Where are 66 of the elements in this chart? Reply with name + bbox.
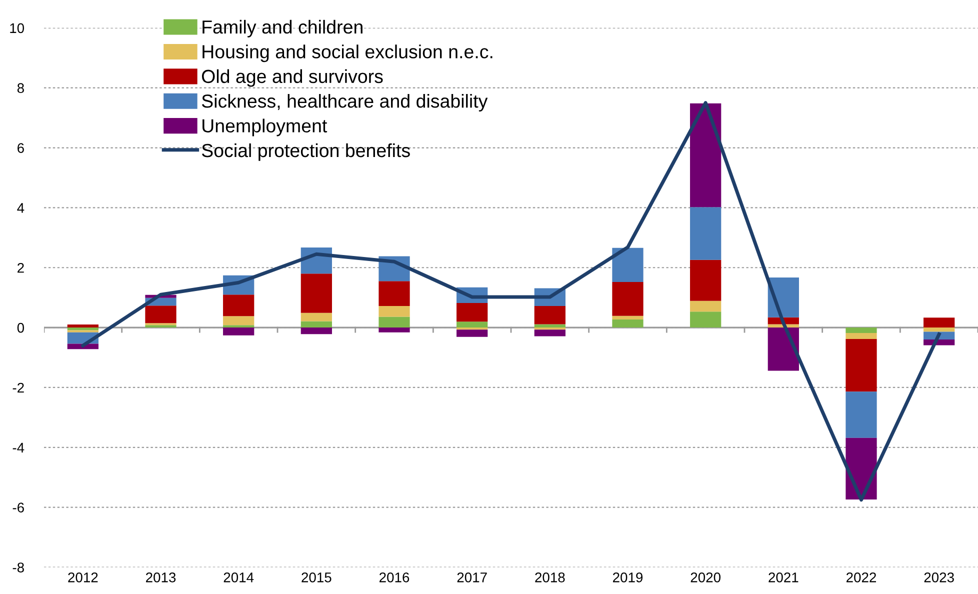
bar — [223, 325, 254, 328]
x-tick-label: 2022 — [846, 572, 876, 582]
x-tick-label: 2015 — [302, 572, 332, 582]
y-tick-label: 0 — [17, 322, 24, 333]
x-tick-label: 2012 — [68, 572, 98, 582]
y-tick-label: 2 — [18, 262, 24, 273]
y-tick-label: -2 — [12, 382, 24, 393]
bar — [690, 260, 722, 301]
bar — [145, 325, 176, 328]
bar — [768, 328, 799, 371]
x-tick-label: 2021 — [768, 572, 798, 582]
bar — [612, 316, 644, 320]
x-tick-label: 2019 — [613, 572, 643, 582]
bar — [924, 328, 955, 332]
x-tick-label: 2017 — [457, 572, 487, 582]
bar — [378, 281, 410, 306]
bar — [145, 306, 176, 324]
y-tick-label: 4 — [17, 203, 24, 213]
bar — [534, 324, 566, 328]
bar — [612, 282, 644, 316]
y-tick-label: 10 — [10, 23, 24, 34]
bar — [300, 274, 332, 313]
bar — [456, 322, 488, 328]
legend-label: Sickness, healthcare and disability — [202, 94, 488, 112]
legend-label: Unemployment — [202, 118, 328, 136]
bar — [300, 321, 332, 328]
y-tick-label: 6 — [18, 143, 24, 153]
bar — [223, 316, 254, 326]
y-tick-label: -4 — [12, 442, 24, 452]
bar — [846, 328, 877, 333]
x-tick-label: 2014 — [224, 572, 254, 582]
bar — [378, 316, 410, 328]
bar — [300, 312, 332, 322]
bar — [456, 330, 488, 337]
bar — [690, 207, 722, 260]
bar — [534, 306, 566, 324]
x-tick-label: 2016 — [380, 572, 410, 582]
bar — [378, 328, 410, 332]
bar — [67, 328, 98, 330]
bar — [612, 319, 644, 328]
bar — [534, 330, 566, 336]
legend-label: Old age and survivors — [202, 69, 383, 87]
x-tick-label: 2013 — [146, 572, 176, 582]
bar — [846, 332, 877, 339]
bar — [456, 302, 488, 322]
bar — [300, 328, 332, 334]
bar — [924, 318, 955, 328]
bar — [612, 248, 644, 282]
y-tick-label: -6 — [12, 502, 24, 513]
bar — [223, 294, 254, 316]
legend-label: Social protection benefits — [202, 143, 410, 161]
legend-label: Housing and social exclusion n.e.c. — [202, 44, 492, 62]
x-tick-label: 2023 — [924, 572, 954, 582]
bar — [223, 328, 254, 336]
bar — [846, 338, 877, 392]
x-tick-label: 2020 — [690, 572, 720, 582]
bar — [690, 103, 722, 208]
y-tick-label: 8 — [17, 83, 24, 94]
y-tick-label: -8 — [12, 562, 24, 572]
bar — [690, 312, 722, 328]
bar — [846, 392, 877, 438]
bar — [690, 300, 722, 312]
bar — [378, 306, 410, 317]
legend-label: Family and children — [202, 20, 362, 38]
bar — [67, 324, 98, 328]
x-tick-label: 2018 — [535, 572, 565, 582]
